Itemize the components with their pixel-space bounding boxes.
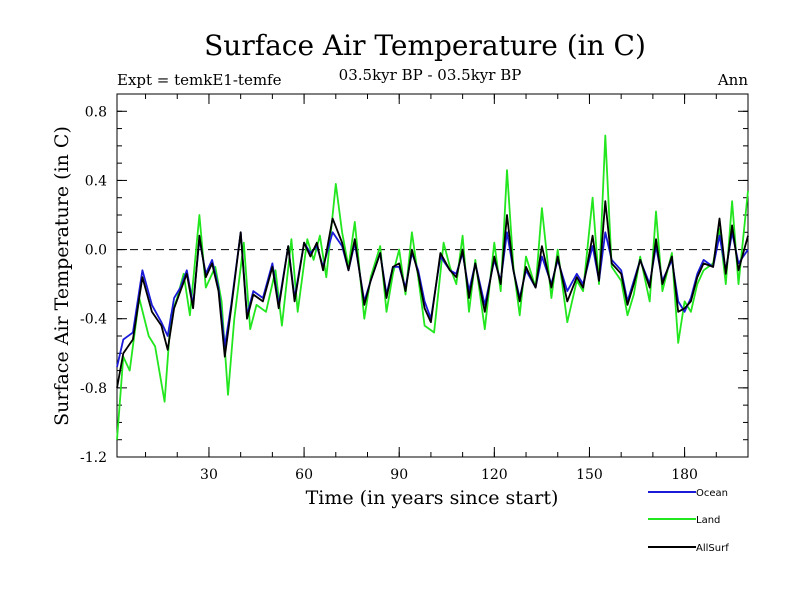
tick-labels: -1.2 -0.8 -0.4 0.0 0.4 0.8 30 60 90 120 150 180 xyxy=(80,104,698,483)
series-line-land xyxy=(116,134,749,440)
legend-label-land: Land xyxy=(696,515,720,526)
x-tick-label: 180 xyxy=(671,467,698,483)
series-line-allsurf xyxy=(116,200,749,389)
x-axis-label: Time (in years since start) xyxy=(306,487,559,509)
x-tick-label: 60 xyxy=(295,467,313,483)
x-tick-label: 150 xyxy=(576,467,603,483)
legend-label-ocean: Ocean xyxy=(696,488,728,499)
season-label: Ann xyxy=(717,71,748,89)
axes-ticks xyxy=(117,93,749,458)
legend: Ocean Land AllSurf xyxy=(648,488,729,554)
chart-title: Surface Air Temperature (in C) xyxy=(204,29,646,62)
y-tick-label: -1.2 xyxy=(80,450,107,466)
y-tick-label: 0.4 xyxy=(85,173,107,189)
plot-frame xyxy=(116,93,749,458)
y-tick-label: -0.8 xyxy=(80,381,107,397)
y-axis-label: Surface Air Temperature (in C) xyxy=(51,126,73,426)
series-lines xyxy=(116,134,749,440)
x-tick-label: 30 xyxy=(200,467,218,483)
x-tick-label: 120 xyxy=(481,467,508,483)
y-tick-label: 0.0 xyxy=(85,243,107,259)
legend-label-allsurf: AllSurf xyxy=(696,543,729,554)
y-tick-label: 0.8 xyxy=(85,104,107,120)
x-tick-label: 90 xyxy=(390,467,408,483)
y-tick-label: -0.4 xyxy=(80,312,107,328)
period-label: 03.5kyr BP - 03.5kyr BP xyxy=(339,66,522,84)
experiment-label: Expt = temkE1-temfe xyxy=(117,71,282,89)
